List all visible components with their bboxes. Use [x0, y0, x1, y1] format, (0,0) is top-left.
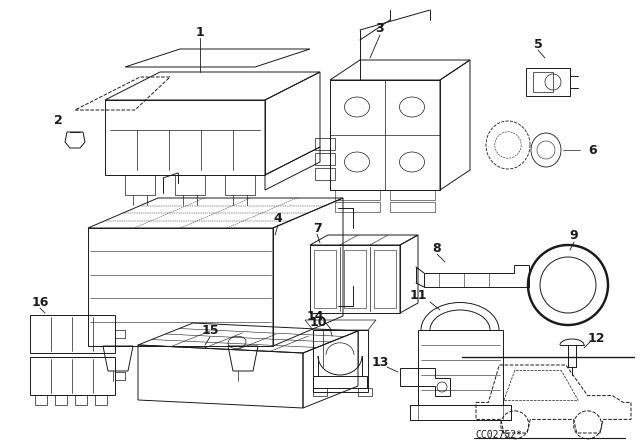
Text: 16: 16	[32, 296, 49, 309]
Bar	[315, 153, 335, 165]
Bar	[335, 202, 380, 212]
Bar	[335, 190, 380, 200]
Bar	[390, 202, 435, 212]
Text: 13: 13	[371, 356, 388, 369]
Text: 8: 8	[433, 241, 442, 254]
Bar	[503, 405, 511, 420]
Bar	[35, 395, 47, 405]
Text: 10: 10	[309, 315, 327, 328]
Text: 7: 7	[312, 221, 321, 234]
Bar	[314, 250, 336, 308]
Text: 6: 6	[588, 143, 596, 156]
Bar	[55, 395, 67, 405]
Bar	[526, 68, 570, 96]
Bar	[533, 72, 553, 92]
Text: 3: 3	[376, 22, 384, 34]
Bar	[315, 168, 335, 180]
Text: 15: 15	[201, 323, 219, 336]
Text: 14: 14	[307, 310, 324, 323]
Text: 5: 5	[534, 38, 542, 51]
Bar	[315, 138, 335, 150]
Text: 9: 9	[570, 228, 579, 241]
Bar	[410, 405, 418, 420]
Bar	[313, 388, 327, 396]
Text: 2: 2	[54, 113, 62, 126]
Bar	[374, 250, 396, 308]
Bar	[344, 250, 366, 308]
Text: 1: 1	[196, 26, 204, 39]
Text: 4: 4	[274, 211, 282, 224]
Text: 11: 11	[409, 289, 427, 302]
Text: 12: 12	[588, 332, 605, 345]
Bar	[390, 190, 435, 200]
Bar	[358, 388, 372, 396]
Bar	[95, 395, 107, 405]
Bar	[75, 395, 87, 405]
Text: CC02752*: CC02752*	[475, 430, 522, 440]
